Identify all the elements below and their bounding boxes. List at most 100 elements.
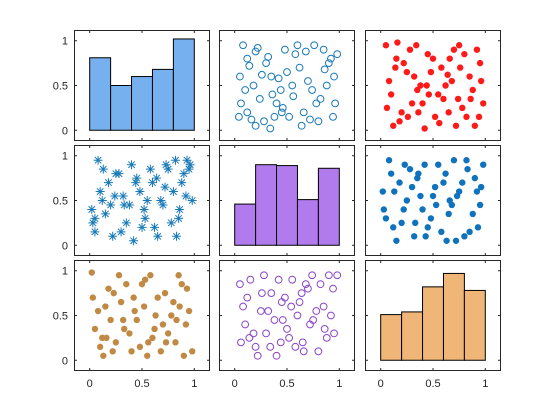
scatter-point [327,311,335,320]
scatter-point [429,192,437,200]
scatter-point [406,165,414,173]
scatter-point [393,55,400,62]
scatter-point [129,236,139,246]
scatter-point [157,348,165,355]
scatter-point [119,316,127,324]
scatter-point [110,289,117,297]
scatter-point [408,183,416,191]
scatter-point [178,280,185,288]
scatter-point [135,187,145,197]
scatter-point [87,204,97,214]
scatter-point [403,197,411,204]
scatter-point [251,121,260,130]
scatter-point [329,112,337,121]
scatter-point [431,183,439,191]
scatter-point [319,302,328,311]
scatter-point [464,165,471,173]
scatter-point [185,160,195,170]
scatter-point [251,342,260,351]
x-tick-label: 0 [87,378,93,390]
scatter-point [385,77,393,85]
scatter-point [330,72,338,81]
scatter-point [98,164,108,174]
scatter-point [314,347,323,356]
scatter-point [247,115,256,124]
scatter-point [431,113,439,121]
x-tick-label: 0 [378,378,384,390]
histogram-bar [255,164,278,246]
scatter-point [116,227,126,237]
scatter-point [474,224,482,231]
scatter-point [404,113,412,121]
scatter-point [89,294,97,301]
scatter-point [174,213,184,223]
scatter-point [394,39,401,46]
scatter-point [278,103,287,112]
scatter-point [297,289,306,298]
scatter-point [415,170,422,177]
scatter-point [312,99,321,108]
scatter-point [264,52,273,61]
scatter-point [88,269,95,276]
scatter-point [444,71,451,78]
scatter-point [287,302,296,311]
scatter-point [445,109,452,116]
scatter-point [110,191,120,201]
histogram-bar [463,289,486,361]
scatter-point [475,113,483,121]
scatter-point [255,95,264,103]
scatter-point [422,233,429,240]
scatter-point [324,271,333,280]
scatter-point [241,320,250,329]
scatter-point [121,325,128,333]
scatter-point [400,59,407,67]
scatter-point [327,54,335,63]
scatter-point [301,280,310,289]
scatter-point [477,77,485,85]
scatter-point [480,100,487,107]
scatter-point [427,215,435,222]
scatter-point [445,210,452,218]
scatter-point [268,90,277,99]
scatter-point [432,201,440,209]
scatter-point [181,191,191,201]
scatter-point [283,325,291,333]
scatter-point [267,72,276,81]
x-tick-label: 1 [482,378,488,390]
scatter-point [410,233,418,240]
scatter-point [170,298,177,306]
scatter-point [314,117,323,126]
scatter-point [310,41,319,50]
x-tick-label: 0.5 [279,378,294,390]
scatter-point [243,293,252,302]
scatter-point [102,303,109,310]
scatter-point [131,307,138,315]
scatter-point [239,302,247,311]
scatter-point [137,222,147,232]
histogram-bar [131,76,153,131]
scatter-point [175,204,185,214]
scatter-point [289,92,298,101]
scatter-point [267,289,276,298]
scatter-point [306,320,314,329]
scatter-point [291,50,300,59]
scatter-point [166,218,176,228]
y-tick-label: 1 [62,266,68,278]
histogram-bar [234,203,257,246]
scatter-point [413,42,420,49]
scatter-point [438,228,445,236]
scatter-point [331,99,340,108]
scatter-point [435,161,442,168]
scatter-point [168,187,178,197]
x-tick-label: 1 [336,378,342,390]
scatter-point [450,46,458,53]
x-tick-label: 0.5 [134,378,149,390]
scatter-point [477,183,485,191]
scatter-point [154,294,161,301]
y-tick-label: 0.5 [53,196,68,208]
scatter-point [320,65,329,74]
scatter-point [463,113,470,121]
scatter-point [182,321,190,328]
y-tick-label: 1 [62,36,68,48]
